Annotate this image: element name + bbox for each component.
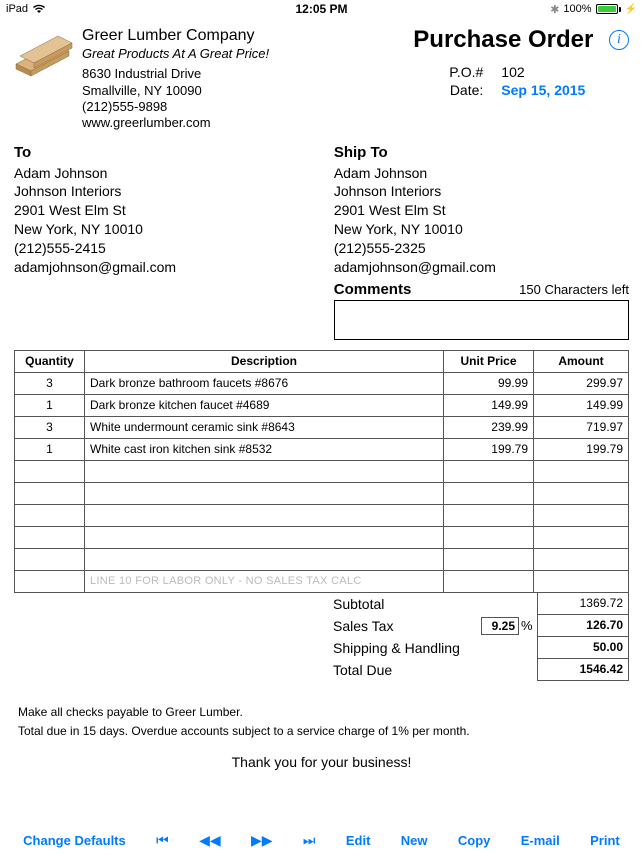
company-address2: Smallville, NY 10090: [82, 83, 269, 99]
ship-to-email: adamjohnson@gmail.com: [334, 258, 629, 277]
po-date-label: Date:: [413, 82, 483, 98]
battery-pct: 100%: [563, 3, 591, 15]
tax-rate-input[interactable]: 9.25: [481, 617, 519, 635]
tax-value: 126.70: [537, 615, 629, 637]
po-number[interactable]: 102: [501, 64, 524, 80]
company-address1: 8630 Industrial Drive: [82, 66, 269, 82]
bill-to-heading: To: [14, 143, 309, 163]
total-due-value: 1546.42: [537, 659, 629, 681]
note-payable: Make all checks payable to Greer Lumber.: [18, 703, 625, 722]
last-record-button[interactable]: ⏭: [303, 832, 316, 849]
table-row-empty[interactable]: [15, 504, 629, 526]
new-button[interactable]: New: [401, 833, 428, 848]
company-phone: (212)555-9898: [82, 99, 269, 115]
bluetooth-icon: ✱: [550, 3, 559, 16]
ship-to-phone: (212)555-2325: [334, 239, 629, 258]
po-date[interactable]: Sep 15, 2015: [501, 82, 585, 98]
subtotal-value: 1369.72: [537, 593, 629, 615]
bill-to-company: Johnson Interiors: [14, 182, 309, 201]
comments-chars-left: 150 Characters left: [519, 282, 629, 297]
table-row[interactable]: 1White cast iron kitchen sink #8532199.7…: [15, 438, 629, 460]
table-row-empty[interactable]: [15, 548, 629, 570]
comments-heading: Comments: [334, 281, 412, 298]
company-website: www.greerlumber.com: [82, 115, 269, 131]
ship-to-block[interactable]: Ship To Adam Johnson Johnson Interiors 2…: [334, 143, 629, 277]
print-button[interactable]: Print: [590, 833, 620, 848]
bill-to-street: 2901 West Elm St: [14, 201, 309, 220]
note-terms: Total due in 15 days. Overdue accounts s…: [18, 722, 625, 741]
charging-icon: ⚡: [625, 4, 637, 15]
bill-to-block[interactable]: To Adam Johnson Johnson Interiors 2901 W…: [14, 143, 309, 277]
po-number-label: P.O.#: [413, 64, 483, 80]
bill-to-name: Adam Johnson: [14, 164, 309, 183]
table-row-empty[interactable]: [15, 526, 629, 548]
battery-icon: [596, 4, 621, 14]
status-time: 12:05 PM: [295, 2, 347, 16]
company-slogan: Great Products At A Great Price!: [82, 46, 269, 62]
first-record-button[interactable]: ⏮: [156, 832, 169, 849]
ship-to-name: Adam Johnson: [334, 164, 629, 183]
subtotal-label: Subtotal: [329, 596, 537, 612]
change-defaults-button[interactable]: Change Defaults: [23, 833, 126, 848]
device-label: iPad: [6, 3, 28, 15]
edit-button[interactable]: Edit: [346, 833, 371, 848]
page-title: Purchase Order: [413, 26, 593, 54]
total-due-label: Total Due: [329, 662, 537, 678]
bill-to-city: New York, NY 10010: [14, 220, 309, 239]
company-name: Greer Lumber Company: [82, 26, 269, 46]
next-record-button[interactable]: ▶▶: [251, 832, 273, 849]
table-row-placeholder[interactable]: LINE 10 FOR LABOR ONLY - NO SALES TAX CA…: [15, 570, 629, 592]
line-items-table: Quantity Description Unit Price Amount 3…: [14, 350, 629, 593]
bill-to-email: adamjohnson@gmail.com: [14, 258, 309, 277]
table-row[interactable]: 3Dark bronze bathroom faucets #867699.99…: [15, 372, 629, 394]
copy-button[interactable]: Copy: [458, 833, 491, 848]
table-row-empty[interactable]: [15, 460, 629, 482]
tax-pct: %: [521, 618, 537, 633]
note-thanks: Thank you for your business!: [18, 751, 625, 773]
table-row[interactable]: 1Dark bronze kitchen faucet #4689149.991…: [15, 394, 629, 416]
table-row[interactable]: 3White undermount ceramic sink #8643239.…: [15, 416, 629, 438]
shipping-label: Shipping & Handling: [329, 640, 537, 656]
tax-label: Sales Tax: [329, 618, 481, 634]
comments-input[interactable]: [334, 300, 629, 340]
bill-to-phone: (212)555-2415: [14, 239, 309, 258]
table-row-empty[interactable]: [15, 482, 629, 504]
ship-to-heading: Ship To: [334, 143, 629, 163]
ship-to-street: 2901 West Elm St: [334, 201, 629, 220]
col-quantity: Quantity: [15, 350, 85, 372]
prev-record-button[interactable]: ◀◀: [199, 832, 221, 849]
shipping-value: 50.00: [537, 637, 629, 659]
col-amount: Amount: [534, 350, 629, 372]
info-icon[interactable]: i: [609, 30, 629, 50]
col-description: Description: [85, 350, 444, 372]
col-unit-price: Unit Price: [444, 350, 534, 372]
ship-to-city: New York, NY 10010: [334, 220, 629, 239]
company-logo: [14, 26, 74, 81]
wifi-icon: [32, 4, 46, 14]
ship-to-company: Johnson Interiors: [334, 182, 629, 201]
email-button[interactable]: E-mail: [521, 833, 560, 848]
